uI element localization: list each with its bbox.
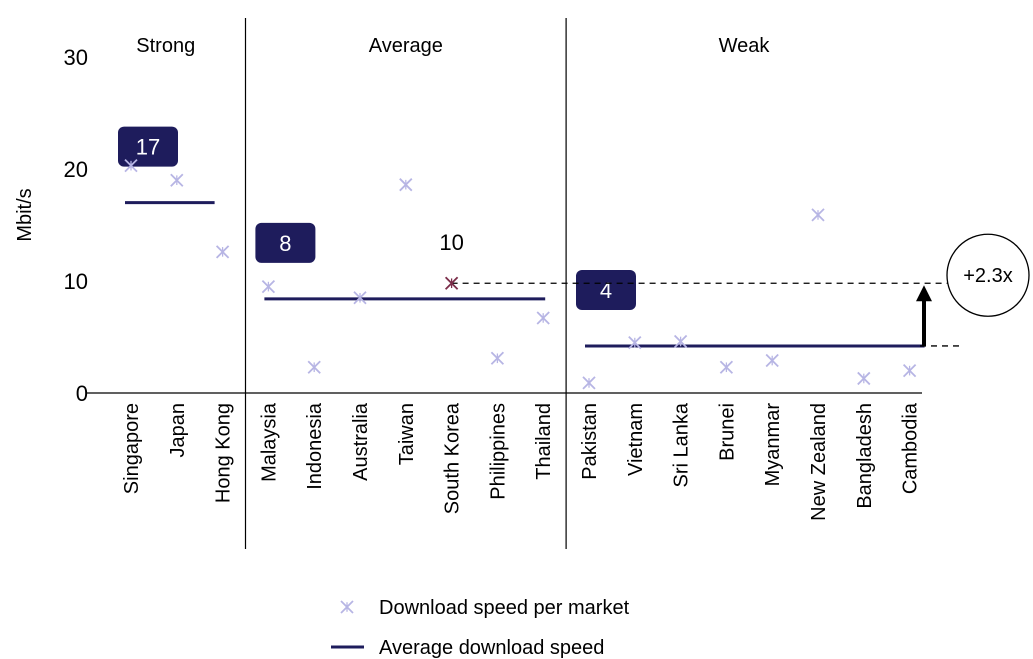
group-header: Weak	[719, 35, 771, 57]
x-tick-label: Bangladesh	[854, 403, 876, 509]
data-point	[444, 276, 459, 290]
data-point	[307, 360, 321, 374]
data-point	[170, 173, 184, 187]
legend-label: Average download speed	[379, 637, 604, 659]
average-badge-label: 17	[136, 135, 160, 160]
y-tick-label: 0	[76, 381, 88, 406]
x-tick-label: Malaysia	[258, 402, 280, 482]
data-point	[353, 291, 367, 305]
data-point	[857, 371, 871, 386]
plot-area: 0 10 20 30 Strong 17 Average 8 Weak 4 10 +2.3x Singa…	[64, 18, 1030, 549]
group-header: Strong	[136, 35, 195, 57]
average-badge-box	[118, 126, 178, 167]
legend-label: Download speed per market	[379, 597, 630, 619]
data-point	[124, 159, 138, 173]
data-point	[811, 208, 825, 222]
x-tick-label: Thailand	[533, 403, 555, 480]
x-tick-label: Hong Kong	[213, 403, 235, 503]
average-badge: 4	[576, 269, 636, 310]
comparison-label: +2.3x	[963, 265, 1012, 287]
data-point	[628, 335, 642, 350]
x-tick-label: Sri Lanka	[671, 402, 693, 487]
y-tick-label: 20	[64, 157, 88, 182]
x-tick-label: South Korea	[442, 402, 464, 514]
x-tick-label: New Zealand	[808, 403, 830, 521]
average-badge-box	[576, 269, 636, 310]
x-tick-label: Pakistan	[579, 403, 601, 480]
comparison-circle	[946, 233, 1030, 317]
data-point	[215, 245, 230, 259]
data-point	[902, 363, 917, 378]
x-tick-label: Philippines	[487, 403, 509, 500]
y-tick-label: 30	[64, 45, 88, 70]
legend-marker-icon	[340, 600, 354, 614]
group-header: Average	[369, 35, 443, 57]
data-point	[582, 376, 596, 390]
average-badge: 17	[118, 126, 178, 167]
average-badge: 8	[255, 222, 316, 263]
data-point	[536, 311, 550, 325]
x-tick-label: Indonesia	[304, 402, 326, 490]
comparison-arrow-head	[916, 285, 932, 302]
data-point	[261, 279, 276, 294]
data-point	[765, 353, 779, 368]
x-tick-label: Myanmar	[762, 403, 784, 487]
data-point	[490, 351, 505, 365]
x-tick-label: Singapore	[121, 403, 143, 494]
data-point	[399, 178, 413, 192]
average-badge-label: 4	[600, 278, 612, 303]
data-point	[719, 360, 734, 374]
x-tick-label: Cambodia	[900, 402, 922, 494]
x-tick-label: Brunei	[716, 403, 738, 461]
average-badge-box	[255, 222, 316, 263]
y-tick-label: 10	[64, 269, 88, 294]
legend: Download speed per market Average downloa…	[331, 597, 630, 659]
x-tick-label: Vietnam	[625, 403, 647, 476]
x-tick-label: Taiwan	[396, 403, 418, 465]
y-axis-label: Mbit/s	[14, 188, 36, 241]
average-badge-label: 8	[279, 231, 291, 256]
highlight-label: 10	[439, 230, 463, 255]
x-tick-label: Australia	[350, 402, 372, 481]
data-point	[673, 334, 688, 349]
x-tick-label: Japan	[167, 403, 189, 458]
